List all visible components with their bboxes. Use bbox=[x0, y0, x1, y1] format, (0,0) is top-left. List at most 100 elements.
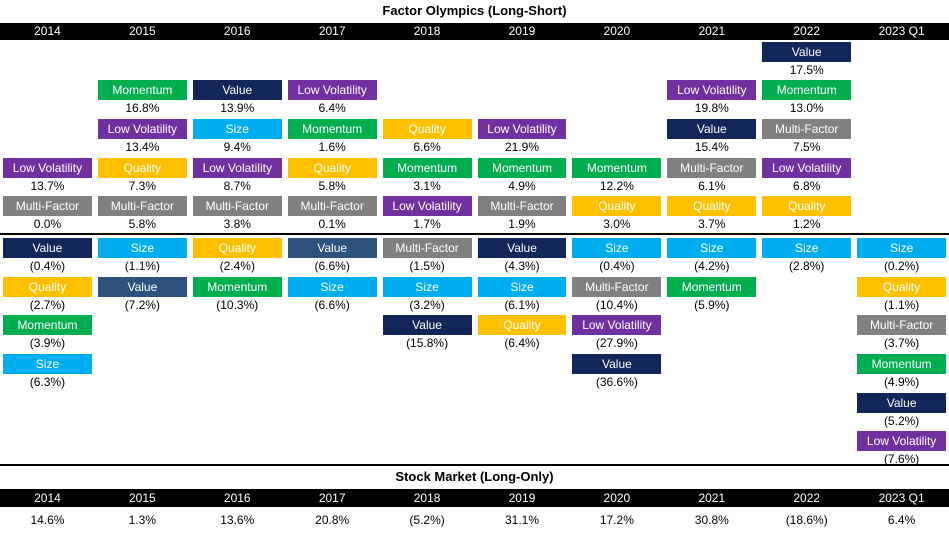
factor-column-below-2017: Value (6.6%) Size (6.6%) bbox=[285, 237, 380, 469]
factor-return-value: (2.4%) bbox=[219, 259, 255, 273]
factor-box-momentum: Momentum bbox=[667, 276, 757, 297]
factor-return-value: 3.7% bbox=[698, 217, 726, 232]
factor-entry: Momentum 12.2% bbox=[569, 157, 664, 196]
factor-return-value: 1.9% bbox=[508, 217, 536, 232]
factor-box-low-volatility: Low Volatility bbox=[762, 157, 852, 178]
market-year-2021: 2021 bbox=[698, 491, 726, 505]
factor-label: Multi-Factor bbox=[110, 199, 175, 214]
market-year-2023-q1: 2023 Q1 bbox=[878, 491, 925, 505]
factor-return-value: 3.8% bbox=[223, 217, 251, 232]
factor-box-value: Value bbox=[97, 276, 187, 297]
factor-box-quality: Quality bbox=[667, 196, 757, 217]
factor-chart-title: Factor Olympics (Long-Short) bbox=[382, 3, 567, 18]
factor-label: Low Volatility bbox=[297, 83, 367, 98]
factor-entry: Value (7.2%) bbox=[95, 276, 190, 315]
factor-box-multi-factor: Multi-Factor bbox=[3, 196, 92, 217]
factor-entry: Momentum (3.9%) bbox=[0, 314, 95, 353]
factor-box-size: Size bbox=[287, 276, 377, 297]
factor-entry: Momentum 1.6% bbox=[285, 118, 380, 157]
factor-box-low-volatility: Low Volatility bbox=[572, 315, 662, 336]
factor-box-quality: Quality bbox=[382, 118, 472, 139]
factor-year-2022: 2022 bbox=[793, 24, 821, 38]
factor-box-value: Value bbox=[287, 238, 377, 258]
factor-box-multi-factor: Multi-Factor bbox=[762, 118, 852, 139]
factor-box-multi-factor: Multi-Factor bbox=[572, 276, 662, 297]
factor-box-multi-factor: Multi-Factor bbox=[382, 238, 472, 258]
market-year-2015: 2015 bbox=[129, 491, 156, 505]
factor-entry: Multi-Factor (3.7%) bbox=[854, 314, 949, 353]
factor-entry: Low Volatility 13.4% bbox=[95, 118, 190, 157]
market-return-value: (18.6%) bbox=[785, 513, 828, 527]
factor-entry: Low Volatility 21.9% bbox=[475, 118, 570, 157]
factor-entry: Size (2.8%) bbox=[759, 237, 854, 276]
factor-return-value: 6.8% bbox=[793, 178, 821, 193]
factor-year-2018: 2018 bbox=[413, 24, 441, 38]
factor-label: Quality bbox=[598, 199, 636, 214]
market-returns-row: 14.6% 1.3% 13.6% 20.8% (5.2%) 31.1% 17.2% 30.8%… bbox=[0, 511, 949, 529]
factor-return-value: (2.8%) bbox=[789, 259, 825, 273]
factor-year-header-bar: 2014 2015 2016 2017 2018 2019 2020 2021 2022 2023… bbox=[0, 23, 949, 40]
factor-box-momentum: Momentum bbox=[382, 157, 472, 178]
factor-entry: Multi-Factor (1.5%) bbox=[380, 237, 475, 276]
factor-return-value: (7.6%) bbox=[883, 452, 920, 467]
factor-column-below-2023-q1: Size (0.2%) Quality (1.1%) Multi-Factor (3.7%… bbox=[854, 237, 949, 469]
factor-box-size: Size bbox=[667, 238, 757, 258]
factor-return-value: (3.7%) bbox=[883, 336, 920, 351]
factor-year-2014: 2014 bbox=[34, 24, 61, 38]
factor-label: Multi-Factor bbox=[869, 318, 934, 333]
factor-box-size: Size bbox=[762, 238, 852, 258]
factor-entry: Low Volatility 8.7% bbox=[190, 157, 285, 196]
factor-entry: Value (36.6%) bbox=[569, 353, 664, 392]
factor-label: Size bbox=[35, 357, 60, 372]
factor-label: Momentum bbox=[17, 318, 78, 333]
market-year-2020: 2020 bbox=[603, 491, 631, 505]
factor-entry: Quality 6.6% bbox=[380, 118, 475, 157]
factor-label: Multi-Factor bbox=[15, 199, 80, 214]
market-return-value: 13.6% bbox=[220, 513, 255, 527]
factor-return-value: 0.0% bbox=[33, 217, 62, 232]
factor-return-value: 8.7% bbox=[223, 178, 251, 193]
factor-return-value: 13.9% bbox=[220, 101, 255, 116]
factor-entry: Quality 1.2% bbox=[759, 195, 854, 234]
factor-label: Momentum bbox=[397, 160, 458, 175]
market-year-2017: 2017 bbox=[318, 491, 346, 505]
factor-return-value: 5.8% bbox=[128, 217, 157, 232]
factor-entry: Value (5.2%) bbox=[854, 392, 949, 431]
factor-return-value: (4.2%) bbox=[694, 259, 730, 273]
factor-return-value: (15.8%) bbox=[406, 336, 449, 351]
factor-return-value: 17.5% bbox=[789, 62, 824, 77]
factor-label: Momentum bbox=[491, 160, 552, 175]
factor-label: Low Volatility bbox=[487, 121, 557, 136]
factor-return-value: (2.7%) bbox=[29, 297, 66, 312]
factor-entry: Momentum (5.9%) bbox=[664, 276, 759, 315]
factor-box-low-volatility: Low Volatility bbox=[3, 157, 92, 178]
factor-return-value: (27.9%) bbox=[595, 336, 638, 351]
factor-entry: Momentum (4.9%) bbox=[854, 353, 949, 392]
market-return-value: 14.6% bbox=[30, 513, 65, 527]
factor-label: Quality bbox=[788, 199, 826, 214]
factor-entry: Multi-Factor 7.5% bbox=[759, 118, 854, 157]
factor-return-value: 1.2% bbox=[793, 217, 821, 232]
factor-box-low-volatility: Low Volatility bbox=[192, 157, 282, 178]
market-return-value: 30.8% bbox=[694, 513, 729, 527]
market-year-2022: 2022 bbox=[793, 491, 821, 505]
factor-column-above-2022: Value 17.5% Momentum 13.0% Multi-Factor 7.5% L… bbox=[759, 40, 854, 234]
factor-box-quality: Quality bbox=[857, 276, 947, 297]
factor-label: Multi-Factor bbox=[775, 121, 839, 136]
factor-return-value: 0.1% bbox=[318, 217, 346, 232]
factor-entry: Quality 5.8% bbox=[285, 157, 380, 196]
factor-entry: Momentum 4.9% bbox=[475, 157, 570, 196]
factor-return-value: 21.9% bbox=[504, 139, 539, 154]
factor-box-size: Size bbox=[192, 118, 282, 139]
factor-box-momentum: Momentum bbox=[192, 276, 282, 297]
factor-return-value: 4.9% bbox=[508, 178, 536, 193]
market-return-value: 6.4% bbox=[887, 513, 916, 527]
factor-column-above-2019: Low Volatility 21.9% Momentum 4.9% Multi-Fac… bbox=[475, 40, 570, 234]
factor-return-value: (36.6%) bbox=[595, 375, 638, 390]
factor-entry: Low Volatility (27.9%) bbox=[569, 314, 664, 353]
factor-label: Low Volatility bbox=[107, 121, 178, 136]
factor-box-quality: Quality bbox=[477, 315, 567, 336]
factor-box-value: Value bbox=[572, 354, 662, 375]
factor-box-momentum: Momentum bbox=[572, 157, 662, 178]
factor-box-size: Size bbox=[3, 354, 92, 375]
